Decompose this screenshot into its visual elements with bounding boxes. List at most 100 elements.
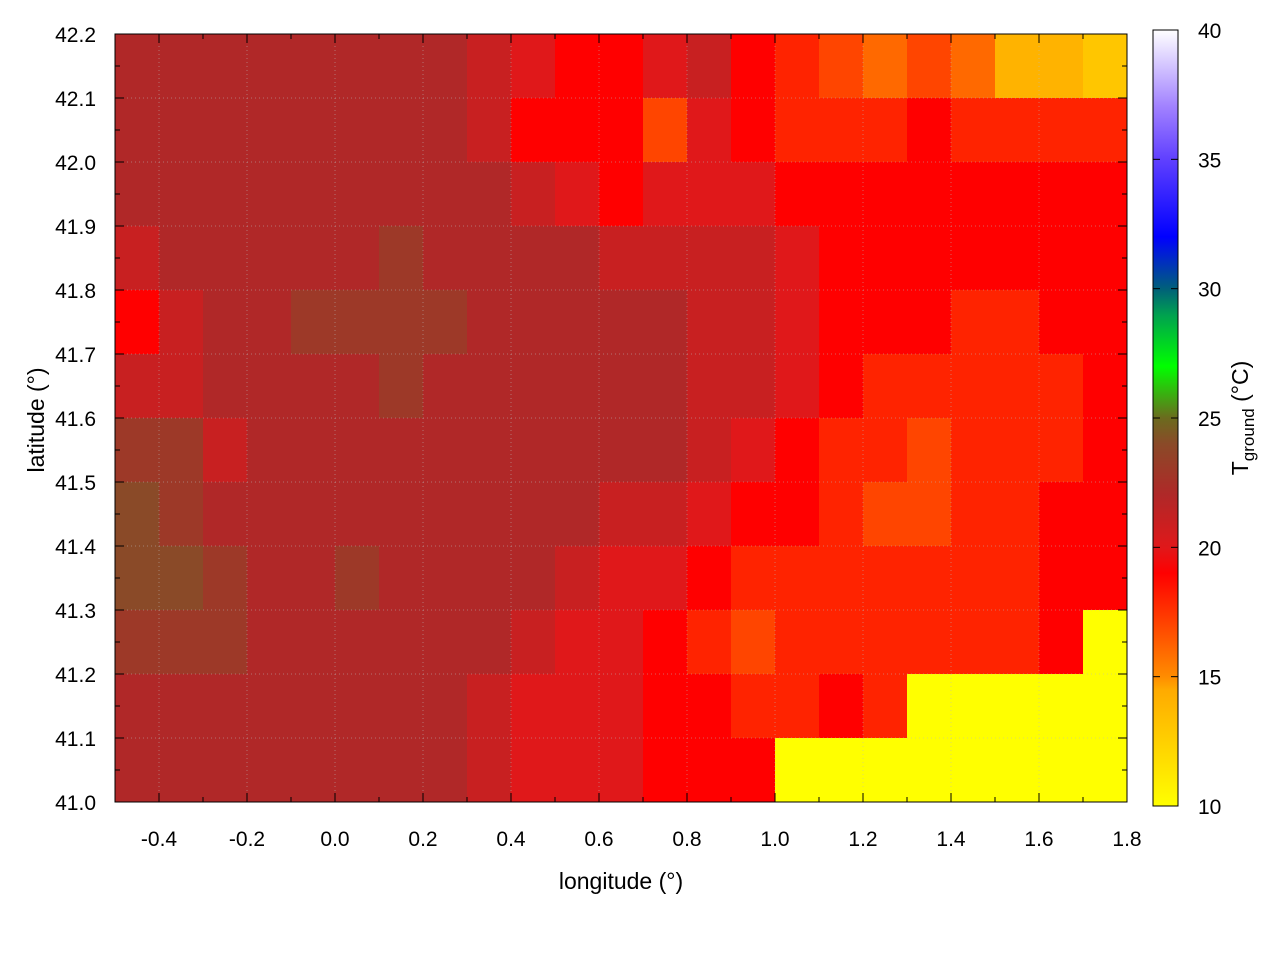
heatmap-cell [555, 98, 600, 163]
heatmap-cell [203, 674, 248, 739]
heatmap-cell [995, 98, 1040, 163]
heatmap-cell [335, 674, 380, 739]
heatmap-cell [995, 738, 1040, 803]
heatmap-cell [115, 98, 160, 163]
heatmap-cell [951, 290, 996, 355]
heatmap-cell [819, 418, 864, 483]
x-tick-label: -0.4 [141, 828, 178, 851]
heatmap-cell [1039, 482, 1084, 547]
heatmap-cell [511, 290, 556, 355]
heatmap-cell [907, 418, 952, 483]
heatmap-cell [775, 354, 820, 419]
heatmap-cell [115, 482, 160, 547]
heatmap-cell [203, 482, 248, 547]
heatmap-cell [643, 674, 688, 739]
heatmap-cell [335, 354, 380, 419]
heatmap-cell [423, 738, 468, 803]
heatmap-cell [775, 610, 820, 675]
heatmap-cell [775, 546, 820, 611]
heatmap-cell [379, 162, 424, 227]
heatmap-cell [951, 738, 996, 803]
heatmap-cells [115, 34, 1128, 803]
heatmap-cell [335, 226, 380, 291]
heatmap-cell [203, 546, 248, 611]
heatmap-cell [687, 34, 732, 99]
heatmap-cell [467, 610, 512, 675]
heatmap-cell [819, 610, 864, 675]
heatmap-cell [1039, 610, 1084, 675]
heatmap-cell [995, 482, 1040, 547]
heatmap-cell [951, 482, 996, 547]
heatmap-cell [599, 162, 644, 227]
heatmap-cell [819, 226, 864, 291]
heatmap-cell [467, 482, 512, 547]
heatmap-cell [555, 226, 600, 291]
heatmap-cell [687, 418, 732, 483]
heatmap-cell [555, 546, 600, 611]
heatmap-cell [687, 482, 732, 547]
heatmap-cell [687, 98, 732, 163]
heatmap-cell [819, 162, 864, 227]
heatmap-cell [555, 610, 600, 675]
y-tick-label: 42.1 [55, 88, 96, 111]
heatmap-cell [335, 290, 380, 355]
heatmap-cell [951, 226, 996, 291]
heatmap-cell [731, 34, 776, 99]
heatmap-cell [511, 98, 556, 163]
heatmap-cell [599, 418, 644, 483]
heatmap-cell [159, 546, 204, 611]
x-tick-label: 0.6 [584, 828, 613, 851]
heatmap-cell [423, 610, 468, 675]
heatmap-cell [643, 610, 688, 675]
heatmap-cell [775, 482, 820, 547]
y-axis-label: latitude (°) [23, 367, 49, 472]
y-tick-label: 41.9 [55, 216, 96, 239]
heatmap-cell [291, 738, 336, 803]
heatmap-cell [291, 674, 336, 739]
heatmap-cell [467, 674, 512, 739]
heatmap-cell [599, 98, 644, 163]
heatmap-cell [423, 226, 468, 291]
heatmap-cell [599, 482, 644, 547]
colorbar-tick-label: 25 [1198, 408, 1221, 431]
heatmap-cell [159, 418, 204, 483]
heatmap-cell [1083, 546, 1128, 611]
colorbar-tick-label: 30 [1198, 279, 1221, 302]
heatmap-cell [819, 290, 864, 355]
heatmap-cell [291, 354, 336, 419]
heatmap-cell [291, 34, 336, 99]
heatmap-cell [115, 738, 160, 803]
heatmap-cell [115, 162, 160, 227]
heatmap-cell [687, 610, 732, 675]
y-tick-label: 41.8 [55, 280, 96, 303]
heatmap-cell [775, 674, 820, 739]
heatmap-cell [423, 162, 468, 227]
heatmap-cell [907, 610, 952, 675]
x-axis: -0.4 -0.2 0.0 0.2 0.4 0.6 0.8 1.0 1.2 1.4 1.6 1.8 [114, 34, 1142, 851]
heatmap-cell [863, 546, 908, 611]
heatmap-cell [203, 610, 248, 675]
heatmap-cell [775, 162, 820, 227]
x-tick-label: -0.2 [229, 828, 265, 851]
heatmap-cell [863, 98, 908, 163]
heatmap-cell [423, 674, 468, 739]
y-tick-label: 41.5 [55, 472, 96, 495]
heatmap-cell [1083, 738, 1128, 803]
heatmap-cell [115, 674, 160, 739]
heatmap-cell [203, 98, 248, 163]
heatmap-cell [115, 610, 160, 675]
heatmap-cell [247, 162, 292, 227]
heatmap-cell [291, 546, 336, 611]
heatmap-cell [555, 482, 600, 547]
heatmap-cell [555, 34, 600, 99]
heatmap-cell [555, 354, 600, 419]
heatmap-cell [247, 226, 292, 291]
heatmap-cell [907, 738, 952, 803]
heatmap-cell [1039, 290, 1084, 355]
colorbar-ticks: 10 15 20 25 30 35 40 [1153, 20, 1221, 819]
heatmap-cell [1039, 354, 1084, 419]
heatmap-cell [1039, 418, 1084, 483]
heatmap-cell [687, 354, 732, 419]
heatmap-cell [1083, 290, 1128, 355]
heatmap-cell [1039, 226, 1084, 291]
